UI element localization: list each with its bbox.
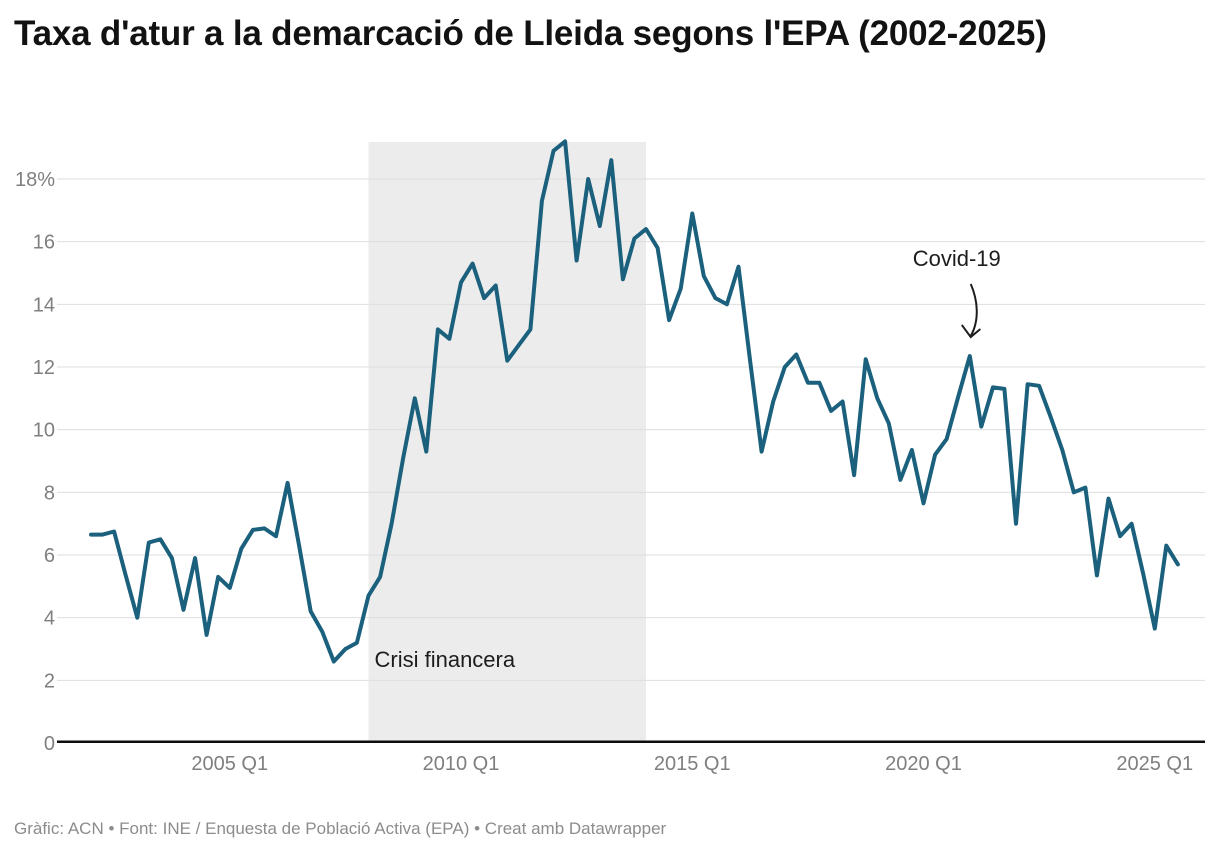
chart-title: Taxa d'atur a la demarcació de Lleida se… [14, 14, 1047, 53]
y-axis-label: 10 [33, 420, 55, 442]
y-axis-label: 14 [33, 294, 55, 316]
x-axis-label: 2025 Q1 [1116, 753, 1193, 775]
y-axis-label: 6 [44, 545, 55, 567]
covid-arrowhead [961, 324, 981, 339]
unemployment-line [89, 139, 1180, 664]
chart-footer: Gràfic: ACN • Font: INE / Enquesta de Po… [14, 819, 667, 838]
y-axis-label: 16 [33, 232, 55, 254]
crisis-annotation-label: Crisi financera [375, 647, 516, 672]
y-axis-label: 4 [44, 608, 55, 630]
x-axis-label: 2010 Q1 [423, 753, 500, 775]
y-axis-label: 2 [44, 670, 55, 692]
covid-arrow [969, 283, 978, 337]
y-axis-label: 0 [44, 733, 55, 755]
y-axis-label: 12 [33, 357, 55, 379]
x-axis-label: 2005 Q1 [191, 753, 268, 775]
y-axis-label: 8 [44, 482, 55, 504]
y-axis-label: 18% [15, 169, 55, 191]
x-axis-label: 2015 Q1 [654, 753, 731, 775]
x-axis-label: 2020 Q1 [885, 753, 962, 775]
covid-annotation-label: Covid-19 [913, 246, 1001, 271]
